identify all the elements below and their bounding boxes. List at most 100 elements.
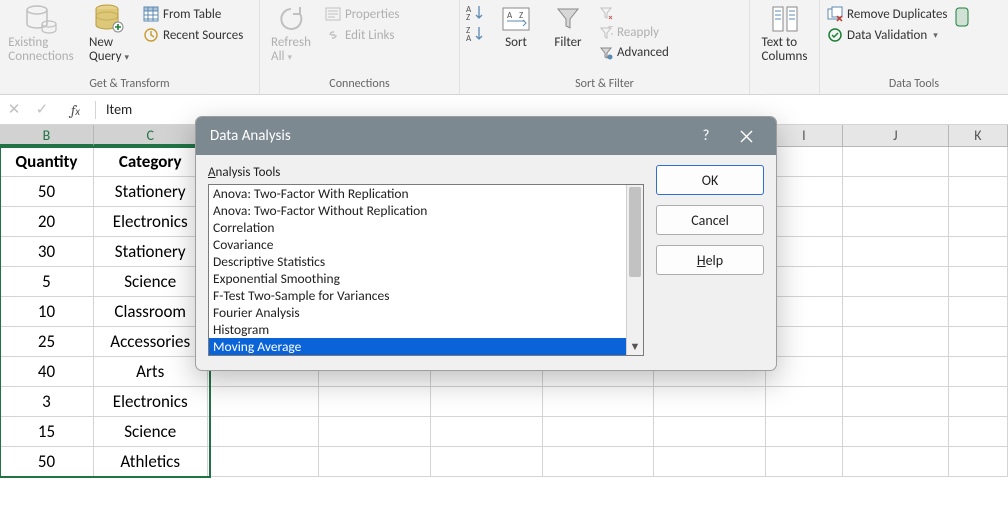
cell[interactable] xyxy=(319,447,431,477)
cell[interactable] xyxy=(949,267,1008,297)
cell[interactable]: 40 xyxy=(0,357,94,387)
formula-bar-value[interactable]: Item xyxy=(96,101,142,118)
analysis-tool-item[interactable]: F-Test Two-Sample for Variances xyxy=(209,287,643,304)
cell[interactable] xyxy=(949,147,1008,177)
cell[interactable] xyxy=(208,447,320,477)
cell[interactable] xyxy=(766,267,843,297)
clear-filter-button[interactable] xyxy=(596,4,672,22)
cell[interactable] xyxy=(843,327,949,357)
cell[interactable] xyxy=(543,447,655,477)
cell[interactable] xyxy=(766,297,843,327)
sort-button[interactable]: AZ Sort xyxy=(492,2,540,50)
cell[interactable]: Science xyxy=(94,417,208,447)
cell[interactable]: Science xyxy=(94,267,208,297)
cell[interactable] xyxy=(766,147,843,177)
cell[interactable]: Arts xyxy=(94,357,208,387)
listbox-scrollbar[interactable]: ▼ xyxy=(626,185,643,355)
remove-duplicates-button[interactable]: Remove Duplicates xyxy=(824,4,951,24)
column-header[interactable]: B xyxy=(0,125,94,146)
cell[interactable]: Classroom xyxy=(94,297,208,327)
analysis-tool-item[interactable]: Descriptive Statistics xyxy=(209,253,643,270)
cell[interactable] xyxy=(843,237,949,267)
cell[interactable]: 25 xyxy=(0,327,94,357)
cell[interactable]: 20 xyxy=(0,207,94,237)
recent-sources-button[interactable]: Recent Sources xyxy=(140,25,246,45)
cell[interactable] xyxy=(319,387,431,417)
properties-button[interactable]: Properties xyxy=(322,4,403,24)
cell[interactable] xyxy=(431,417,543,447)
cell[interactable]: Athletics xyxy=(94,447,208,477)
column-header[interactable]: J xyxy=(843,125,949,146)
cancel-formula-icon[interactable]: ✕ xyxy=(0,100,28,119)
cell[interactable] xyxy=(654,447,766,477)
scrollbar-down-icon[interactable]: ▼ xyxy=(627,338,643,355)
cell[interactable] xyxy=(843,147,949,177)
cell[interactable] xyxy=(766,387,843,417)
cell[interactable] xyxy=(949,297,1008,327)
sort-desc-button[interactable]: ZA xyxy=(464,23,488,43)
cell[interactable] xyxy=(431,447,543,477)
cell[interactable] xyxy=(843,297,949,327)
analysis-tools-listbox[interactable]: Anova: Two-Factor With ReplicationAnova:… xyxy=(208,184,644,356)
ok-button[interactable]: OK xyxy=(656,165,764,195)
cell[interactable] xyxy=(843,207,949,237)
sort-asc-button[interactable]: AZ xyxy=(464,2,488,22)
reapply-button[interactable]: Reapply xyxy=(596,23,672,42)
cell[interactable] xyxy=(843,177,949,207)
analysis-tool-item[interactable]: Moving Average xyxy=(209,338,643,355)
analysis-tool-item[interactable]: Correlation xyxy=(209,219,643,236)
cell[interactable] xyxy=(843,447,949,477)
cell[interactable] xyxy=(654,417,766,447)
cell[interactable]: Category xyxy=(94,147,208,177)
cell[interactable] xyxy=(843,267,949,297)
analysis-tool-item[interactable]: Anova: Two-Factor Without Replication xyxy=(209,202,643,219)
cell[interactable] xyxy=(766,417,843,447)
accept-formula-icon[interactable]: ✓ xyxy=(28,100,56,119)
cell[interactable] xyxy=(949,237,1008,267)
cell[interactable] xyxy=(319,417,431,447)
cell[interactable] xyxy=(431,387,543,417)
cell[interactable] xyxy=(949,387,1008,417)
cell[interactable]: Electronics xyxy=(94,387,208,417)
more-tools-icon[interactable] xyxy=(955,2,969,32)
cell[interactable] xyxy=(949,417,1008,447)
cell[interactable]: 50 xyxy=(0,177,94,207)
column-header[interactable]: C xyxy=(94,125,208,146)
cell[interactable] xyxy=(543,417,655,447)
analysis-tool-item[interactable]: Covariance xyxy=(209,236,643,253)
cell[interactable] xyxy=(543,387,655,417)
cell[interactable] xyxy=(843,387,949,417)
cell[interactable] xyxy=(208,387,320,417)
cell[interactable]: Stationery xyxy=(94,237,208,267)
filter-button[interactable]: Filter xyxy=(544,2,592,50)
cell[interactable] xyxy=(208,417,320,447)
cell[interactable]: Quantity xyxy=(0,147,94,177)
cell[interactable]: 50 xyxy=(0,447,94,477)
cell[interactable] xyxy=(843,417,949,447)
cell[interactable] xyxy=(766,177,843,207)
cell[interactable]: Stationery xyxy=(94,177,208,207)
dialog-close-icon[interactable] xyxy=(726,117,766,155)
new-query-button[interactable]: NewQuery ▾ xyxy=(82,2,136,65)
advanced-button[interactable]: Advanced xyxy=(596,43,672,62)
cell[interactable] xyxy=(949,207,1008,237)
refresh-all-button[interactable]: RefreshAll ▾ xyxy=(264,2,318,65)
existing-connections-button[interactable]: ExistingConnections xyxy=(4,2,78,65)
data-validation-button[interactable]: Data Validation ▾ xyxy=(824,25,951,45)
cancel-button[interactable]: Cancel xyxy=(656,205,764,235)
cell[interactable] xyxy=(843,357,949,387)
analysis-tool-item[interactable]: Exponential Smoothing xyxy=(209,270,643,287)
dialog-titlebar[interactable]: Data Analysis ? xyxy=(196,117,776,155)
cell[interactable] xyxy=(949,177,1008,207)
column-header[interactable]: I xyxy=(766,125,843,146)
cell[interactable] xyxy=(654,387,766,417)
edit-links-button[interactable]: Edit Links xyxy=(322,25,403,45)
cell[interactable]: 3 xyxy=(0,387,94,417)
cell[interactable] xyxy=(766,237,843,267)
text-to-columns-button[interactable]: Text toColumns xyxy=(754,2,815,65)
cell[interactable] xyxy=(766,447,843,477)
help-button[interactable]: Help xyxy=(656,245,764,275)
scrollbar-thumb[interactable] xyxy=(629,187,641,277)
insert-function-button[interactable]: fx xyxy=(56,101,96,119)
analysis-tool-item[interactable]: Histogram xyxy=(209,321,643,338)
